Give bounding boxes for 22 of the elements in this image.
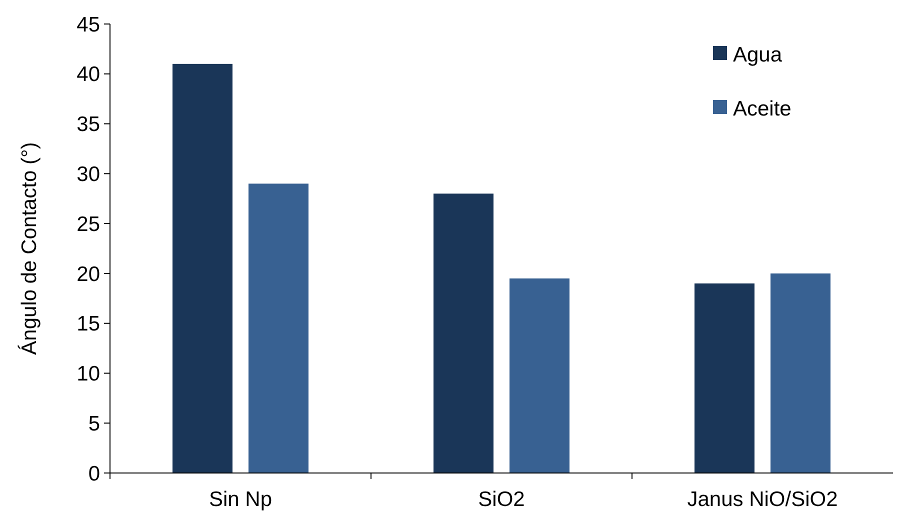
y-tick-label: 0 bbox=[88, 462, 100, 486]
x-tick-label: SiO2 bbox=[478, 488, 525, 511]
y-tick-label: 40 bbox=[76, 63, 100, 86]
x-tick-label: Janus NiO/SiO2 bbox=[687, 488, 838, 511]
x-tick-label: Sin Np bbox=[208, 488, 272, 511]
y-tick-label: 30 bbox=[76, 163, 100, 186]
y-tick-label: 15 bbox=[76, 312, 100, 336]
bar bbox=[510, 278, 570, 473]
bar bbox=[694, 283, 754, 473]
y-tick-label: 20 bbox=[76, 262, 100, 286]
legend-label: Agua bbox=[733, 43, 782, 66]
y-tick-label: 5 bbox=[88, 412, 100, 436]
y-tick-label: 10 bbox=[76, 362, 100, 386]
y-tick-label: 45 bbox=[76, 13, 100, 36]
bar bbox=[434, 194, 494, 473]
bar bbox=[770, 273, 830, 473]
bar bbox=[172, 64, 232, 473]
legend-label: Aceite bbox=[733, 97, 792, 120]
y-axis-title: Ángulo de Contacto (°) bbox=[17, 142, 41, 355]
y-tick-label: 35 bbox=[76, 113, 100, 136]
y-tick-label: 25 bbox=[76, 212, 100, 236]
bar bbox=[248, 184, 308, 473]
